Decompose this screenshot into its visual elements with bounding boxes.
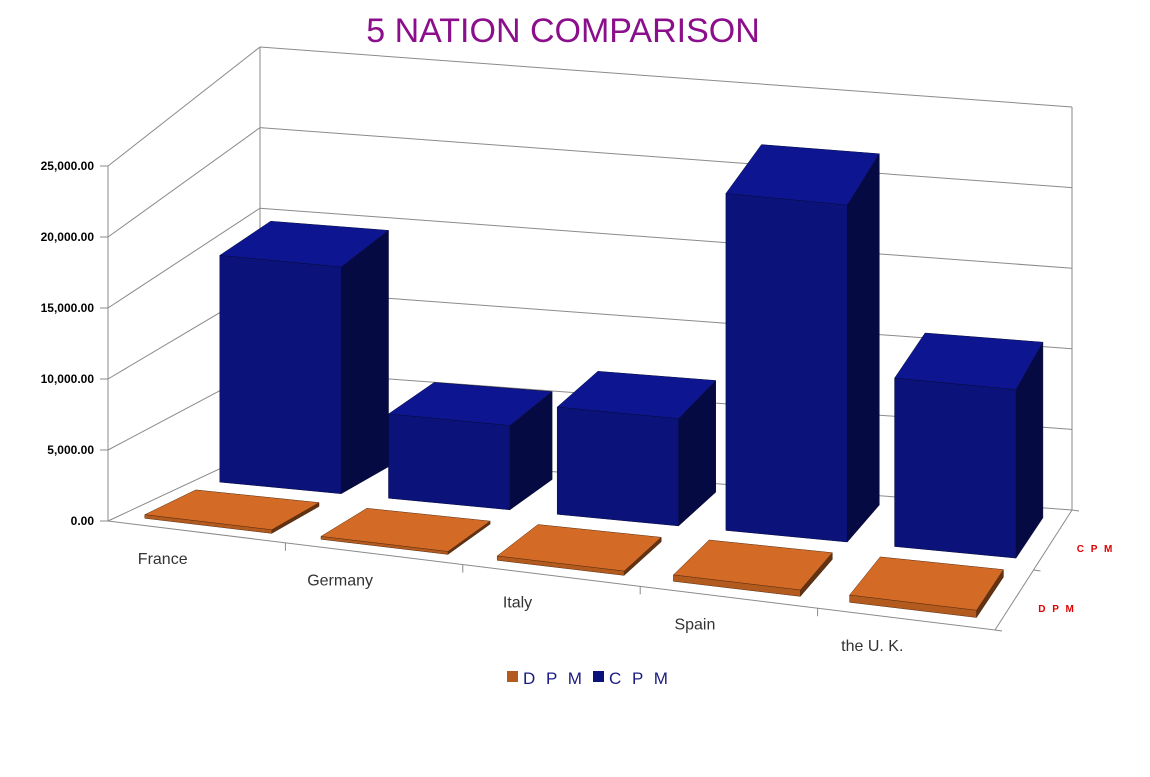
z-tick-mark [1033, 569, 1041, 572]
bar-side-face [847, 152, 880, 543]
bar-dpm-0 [143, 489, 320, 534]
bar-top-face [320, 508, 491, 552]
legend-swatch [593, 671, 604, 682]
bar-front-face [388, 413, 511, 511]
z-tick-label: C P M [1077, 544, 1115, 555]
bar-cpm-4 [894, 332, 1044, 559]
bar-front-face [849, 594, 977, 618]
x-tick-label: Spain [674, 616, 715, 633]
bar-dpm-2 [496, 524, 662, 576]
y-tick-label: 5,000.00 [47, 443, 94, 457]
y-tick-label: 0.00 [71, 514, 95, 528]
bar-front-face [725, 193, 848, 543]
z-tick-mark [1071, 509, 1080, 512]
bar-front-face [673, 574, 801, 597]
x-tick-label: the U. K. [841, 638, 903, 655]
legend-label: C P M [609, 669, 671, 688]
bar-cpm-2 [556, 371, 717, 527]
y-tick-label: 20,000.00 [41, 230, 95, 244]
bar-dpm-1 [320, 508, 491, 555]
bar-cpm-3 [725, 144, 880, 543]
legend-label: D P M [523, 669, 585, 688]
y-tick-label: 15,000.00 [41, 301, 95, 315]
legend-swatch [507, 671, 518, 682]
y-tick-label: 25,000.00 [41, 159, 95, 173]
bar-cpm-1 [387, 382, 553, 511]
bar-front-face [320, 536, 449, 555]
x-tick-label: Italy [503, 595, 532, 612]
gridline [107, 46, 1073, 167]
y-tick-label: 10,000.00 [41, 372, 95, 386]
label-layer: 0.00 5,000.00 10,000.00 15,000.00 20,000.00 2… [41, 159, 1115, 655]
bar-dpm-3 [672, 539, 833, 598]
bar-top-face [143, 489, 320, 531]
x-tick-label: France [138, 551, 188, 568]
bar-front-face [219, 255, 342, 494]
bar-layer [143, 144, 1044, 619]
bar-dpm-4 [849, 556, 1004, 619]
bar-front-face [144, 514, 272, 534]
bar-front-face [496, 555, 625, 576]
bar-front-face [894, 377, 1017, 559]
bar-cpm-0 [219, 220, 390, 495]
z-tick-label: D P M [1038, 604, 1076, 615]
bar-front-face [556, 406, 679, 527]
bar-side-face [340, 229, 389, 495]
chart-title: 5 NATION COMPARISON [366, 12, 760, 50]
x-tick-label: Germany [307, 573, 373, 590]
z-tick-mark [994, 629, 1003, 632]
gridline [107, 127, 1073, 238]
